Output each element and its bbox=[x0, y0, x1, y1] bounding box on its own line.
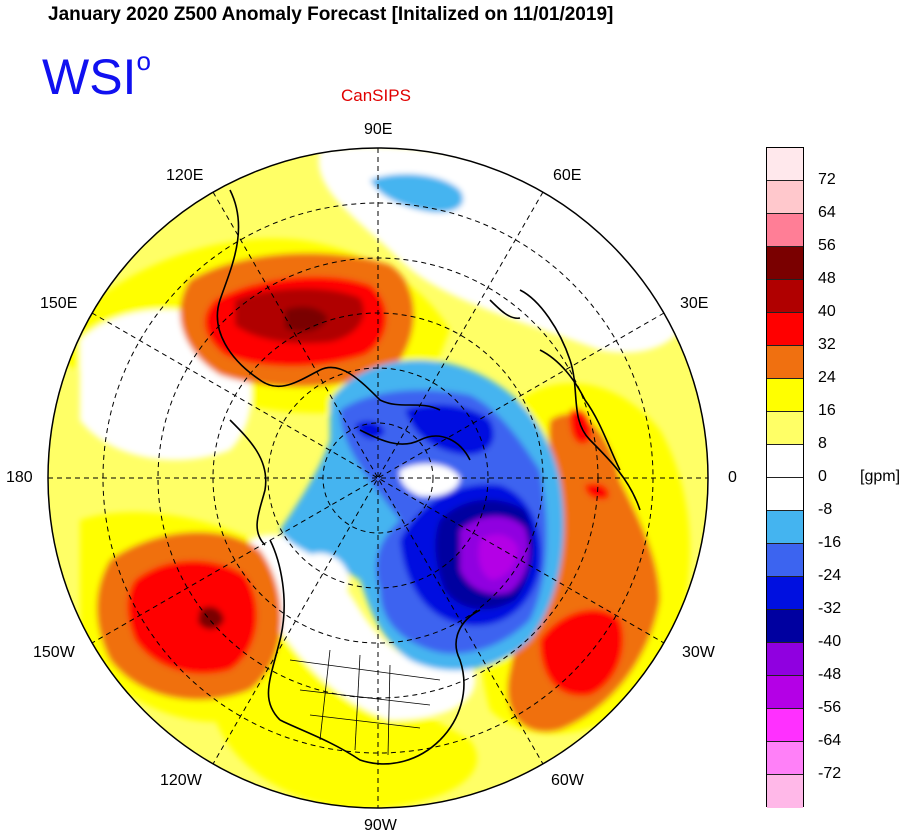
colorbar-tick-label: -72 bbox=[818, 765, 842, 782]
colorbar-tick-label: -24 bbox=[818, 567, 842, 584]
colorbar-cell bbox=[767, 709, 803, 742]
colorbar bbox=[766, 147, 804, 808]
map-border bbox=[47, 147, 709, 809]
political-boundaries bbox=[289, 649, 441, 756]
colorbar-tick-label: -64 bbox=[818, 732, 842, 749]
colorbar-tick-label: 48 bbox=[818, 270, 836, 287]
colorbar-cell bbox=[767, 742, 803, 775]
colorbar-tick-label: 56 bbox=[818, 237, 836, 254]
colorbar-tick-label: -8 bbox=[818, 501, 833, 518]
model-label: CanSIPS bbox=[341, 86, 411, 105]
lon-label-right: 0 bbox=[728, 469, 737, 486]
colorbar-tick-label: -40 bbox=[818, 633, 842, 650]
colorbar-cell bbox=[767, 148, 803, 181]
colorbar-cell bbox=[767, 643, 803, 676]
lon-label-top: 90E bbox=[364, 121, 393, 138]
colorbar-cell bbox=[767, 775, 803, 808]
colorbar-cell bbox=[767, 313, 803, 346]
colorbar-tick-label: 24 bbox=[818, 369, 836, 386]
colorbar-cell bbox=[767, 247, 803, 280]
lon-label-lower-left: 120W bbox=[160, 772, 202, 789]
lon-label-right-lower: 30W bbox=[682, 644, 715, 661]
wsi-logo: WSIo bbox=[42, 48, 151, 105]
lon-label-right-upper: 30E bbox=[680, 295, 709, 312]
colorbar-cell bbox=[767, 412, 803, 445]
lon-label-left: 180 bbox=[6, 469, 33, 486]
colorbar-cell bbox=[767, 511, 803, 544]
lon-label-upper-right: 60E bbox=[553, 167, 582, 184]
logo-text: WSI bbox=[42, 49, 137, 105]
colorbar-cell bbox=[767, 478, 803, 511]
lon-label-left-lower: 150W bbox=[33, 644, 75, 661]
colorbar-tick-label: 32 bbox=[818, 336, 836, 353]
colorbar-cell bbox=[767, 346, 803, 379]
lon-label-left-upper: 150E bbox=[40, 295, 78, 312]
colorbar-tick-label: 64 bbox=[818, 204, 836, 221]
units-label: [gpm] bbox=[860, 468, 901, 485]
colorbar-cell bbox=[767, 445, 803, 478]
colorbar-cell bbox=[767, 280, 803, 313]
colorbar-tick-label: 8 bbox=[818, 435, 827, 452]
colorbar-cell bbox=[767, 610, 803, 643]
colorbar-cell bbox=[767, 181, 803, 214]
logo-superscript: o bbox=[136, 46, 151, 77]
graticule bbox=[48, 148, 708, 808]
colorbar-tick-label: -32 bbox=[818, 600, 842, 617]
colorbar-tick-label: 40 bbox=[818, 303, 836, 320]
lon-label-upper-left: 120E bbox=[166, 167, 204, 184]
lon-label-bottom: 90W bbox=[364, 817, 397, 834]
colorbar-cell bbox=[767, 379, 803, 412]
colorbar-tick-label: -16 bbox=[818, 534, 842, 551]
chart-title: January 2020 Z500 Anomaly Forecast [Init… bbox=[48, 4, 614, 25]
colorbar-tick-label: 72 bbox=[818, 171, 836, 188]
colorbar-cell bbox=[767, 214, 803, 247]
colorbar-tick-label: 16 bbox=[818, 402, 836, 419]
colorbar-cell bbox=[767, 577, 803, 610]
colorbar-tick-label: -56 bbox=[818, 699, 842, 716]
lon-label-lower-right: 60W bbox=[551, 772, 584, 789]
colorbar-tick-label: -48 bbox=[818, 666, 842, 683]
anomaly-contours bbox=[60, 148, 690, 808]
colorbar-tick-label: 0 bbox=[818, 468, 827, 485]
coastlines bbox=[216, 189, 641, 765]
colorbar-cell bbox=[767, 544, 803, 577]
colorbar-cell bbox=[767, 676, 803, 709]
anomaly-field bbox=[48, 148, 708, 808]
